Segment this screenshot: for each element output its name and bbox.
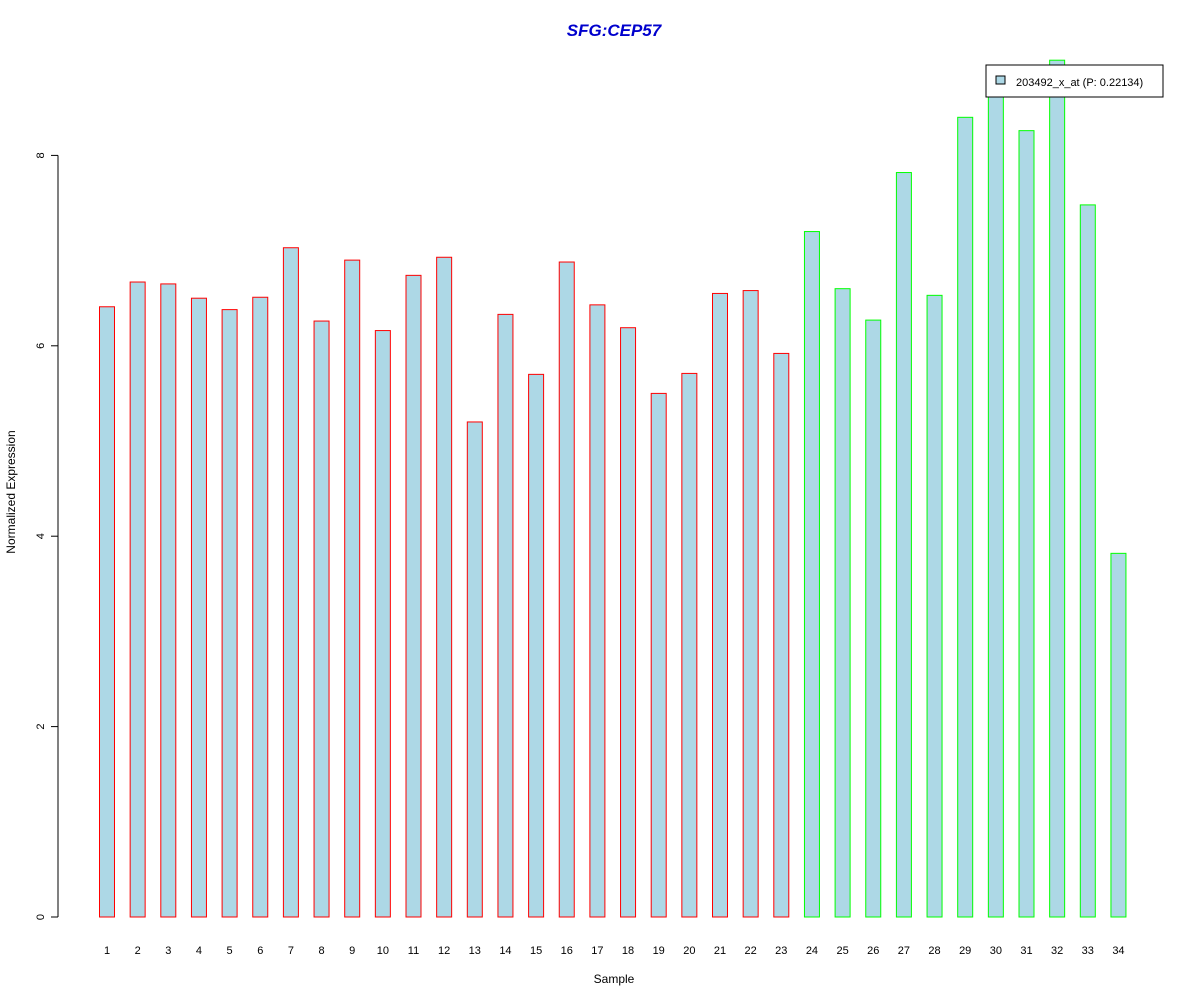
legend-label: 203492_x_at (P: 0.22134) bbox=[1016, 77, 1143, 89]
bar-sample-26 bbox=[865, 319, 882, 918]
bar-sample-11 bbox=[405, 274, 422, 918]
bar-sample-3 bbox=[160, 283, 177, 918]
legend: 203492_x_at (P: 0.22134) bbox=[985, 64, 1164, 98]
x-tick-label: 15 bbox=[530, 945, 542, 957]
x-tick-label: 11 bbox=[408, 945, 419, 957]
bar-sample-19 bbox=[650, 392, 667, 918]
y-axis: 0 2 4 6 8 bbox=[35, 152, 59, 920]
bar-sample-23 bbox=[773, 352, 790, 918]
bar-sample-27 bbox=[895, 172, 912, 918]
y-tick-label: 2 bbox=[35, 724, 47, 730]
bars bbox=[99, 59, 1127, 918]
bar-sample-1 bbox=[99, 306, 115, 918]
x-tick-label: 17 bbox=[591, 945, 603, 957]
bar-sample-12 bbox=[436, 256, 453, 918]
x-tick-label: 26 bbox=[867, 945, 879, 957]
x-tick-label: 19 bbox=[653, 945, 665, 957]
bar-sample-30 bbox=[987, 93, 1004, 918]
x-tick-label: 10 bbox=[377, 945, 389, 957]
bar-sample-31 bbox=[1018, 130, 1035, 918]
x-tick-label: 20 bbox=[683, 945, 695, 957]
bar-sample-34 bbox=[1110, 552, 1127, 918]
x-tick-label: 4 bbox=[196, 945, 202, 957]
chart-title: SFG:CEP57 bbox=[567, 21, 663, 40]
bar-sample-7 bbox=[282, 247, 299, 918]
x-tick-label: 7 bbox=[288, 945, 294, 957]
y-tick-label: 0 bbox=[35, 914, 47, 920]
y-tick-label: 6 bbox=[35, 343, 47, 349]
x-tick-label: 13 bbox=[469, 945, 481, 957]
bar-sample-4 bbox=[190, 297, 207, 918]
x-tick-label: 23 bbox=[775, 945, 787, 957]
bar-sample-18 bbox=[620, 327, 637, 918]
bar-sample-20 bbox=[681, 372, 698, 918]
bar-sample-25 bbox=[834, 288, 851, 918]
y-tick-label: 8 bbox=[35, 152, 47, 158]
bar-sample-14 bbox=[497, 313, 514, 918]
x-tick-label: 32 bbox=[1051, 945, 1063, 957]
x-tick-label: 6 bbox=[257, 945, 263, 957]
bar-sample-33 bbox=[1079, 204, 1096, 918]
bar-sample-28 bbox=[926, 294, 943, 918]
bar-sample-2 bbox=[129, 281, 146, 918]
y-tick-label: 4 bbox=[35, 533, 47, 539]
x-tick-label: 1 bbox=[104, 945, 110, 957]
x-tick-label: 9 bbox=[349, 945, 355, 957]
x-tick-label: 27 bbox=[898, 945, 910, 957]
bar-sample-32 bbox=[1049, 59, 1066, 918]
x-tick-label: 22 bbox=[745, 945, 757, 957]
x-axis-title: Sample bbox=[594, 972, 635, 986]
x-tick-label: 29 bbox=[959, 945, 971, 957]
x-tick-label: 31 bbox=[1020, 945, 1032, 957]
bar-sample-10 bbox=[374, 330, 391, 918]
legend-swatch bbox=[995, 75, 1006, 85]
x-tick-label: 30 bbox=[990, 945, 1002, 957]
x-tick-label: 16 bbox=[561, 945, 573, 957]
x-tick-label: 25 bbox=[836, 945, 848, 957]
bar-sample-13 bbox=[466, 421, 483, 918]
y-axis-title: Normalized Expression bbox=[4, 430, 18, 553]
bar-sample-29 bbox=[957, 116, 974, 918]
bar-sample-6 bbox=[252, 296, 269, 918]
x-tick-label: 5 bbox=[227, 945, 233, 957]
x-tick-label: 24 bbox=[806, 945, 818, 957]
x-tick-label: 12 bbox=[438, 945, 450, 957]
bar-sample-17 bbox=[589, 304, 606, 918]
x-tick-label: 14 bbox=[499, 945, 511, 957]
x-tick-labels: 1 2 3 4 5 6 7 8 9 10 11 12 13 14 15 16 17 18 19 20 21 22 23 24 2… bbox=[104, 945, 1125, 957]
bar-sample-16 bbox=[558, 261, 575, 918]
x-tick-label: 28 bbox=[928, 945, 940, 957]
bar-sample-9 bbox=[344, 259, 361, 918]
legend-box bbox=[985, 64, 1164, 98]
bar-sample-5 bbox=[221, 309, 238, 918]
x-tick-label: 3 bbox=[165, 945, 171, 957]
bar-sample-8 bbox=[313, 320, 330, 918]
bar-sample-24 bbox=[803, 231, 820, 918]
x-tick-label: 33 bbox=[1082, 945, 1094, 957]
x-tick-label: 21 bbox=[714, 945, 726, 957]
x-tick-label: 18 bbox=[622, 945, 634, 957]
x-tick-label: 2 bbox=[135, 945, 141, 957]
bar-sample-15 bbox=[528, 373, 545, 918]
bar-sample-21 bbox=[712, 292, 728, 918]
x-tick-label: 34 bbox=[1112, 945, 1124, 957]
x-tick-label: 8 bbox=[318, 945, 324, 957]
bar-sample-22 bbox=[742, 290, 759, 918]
